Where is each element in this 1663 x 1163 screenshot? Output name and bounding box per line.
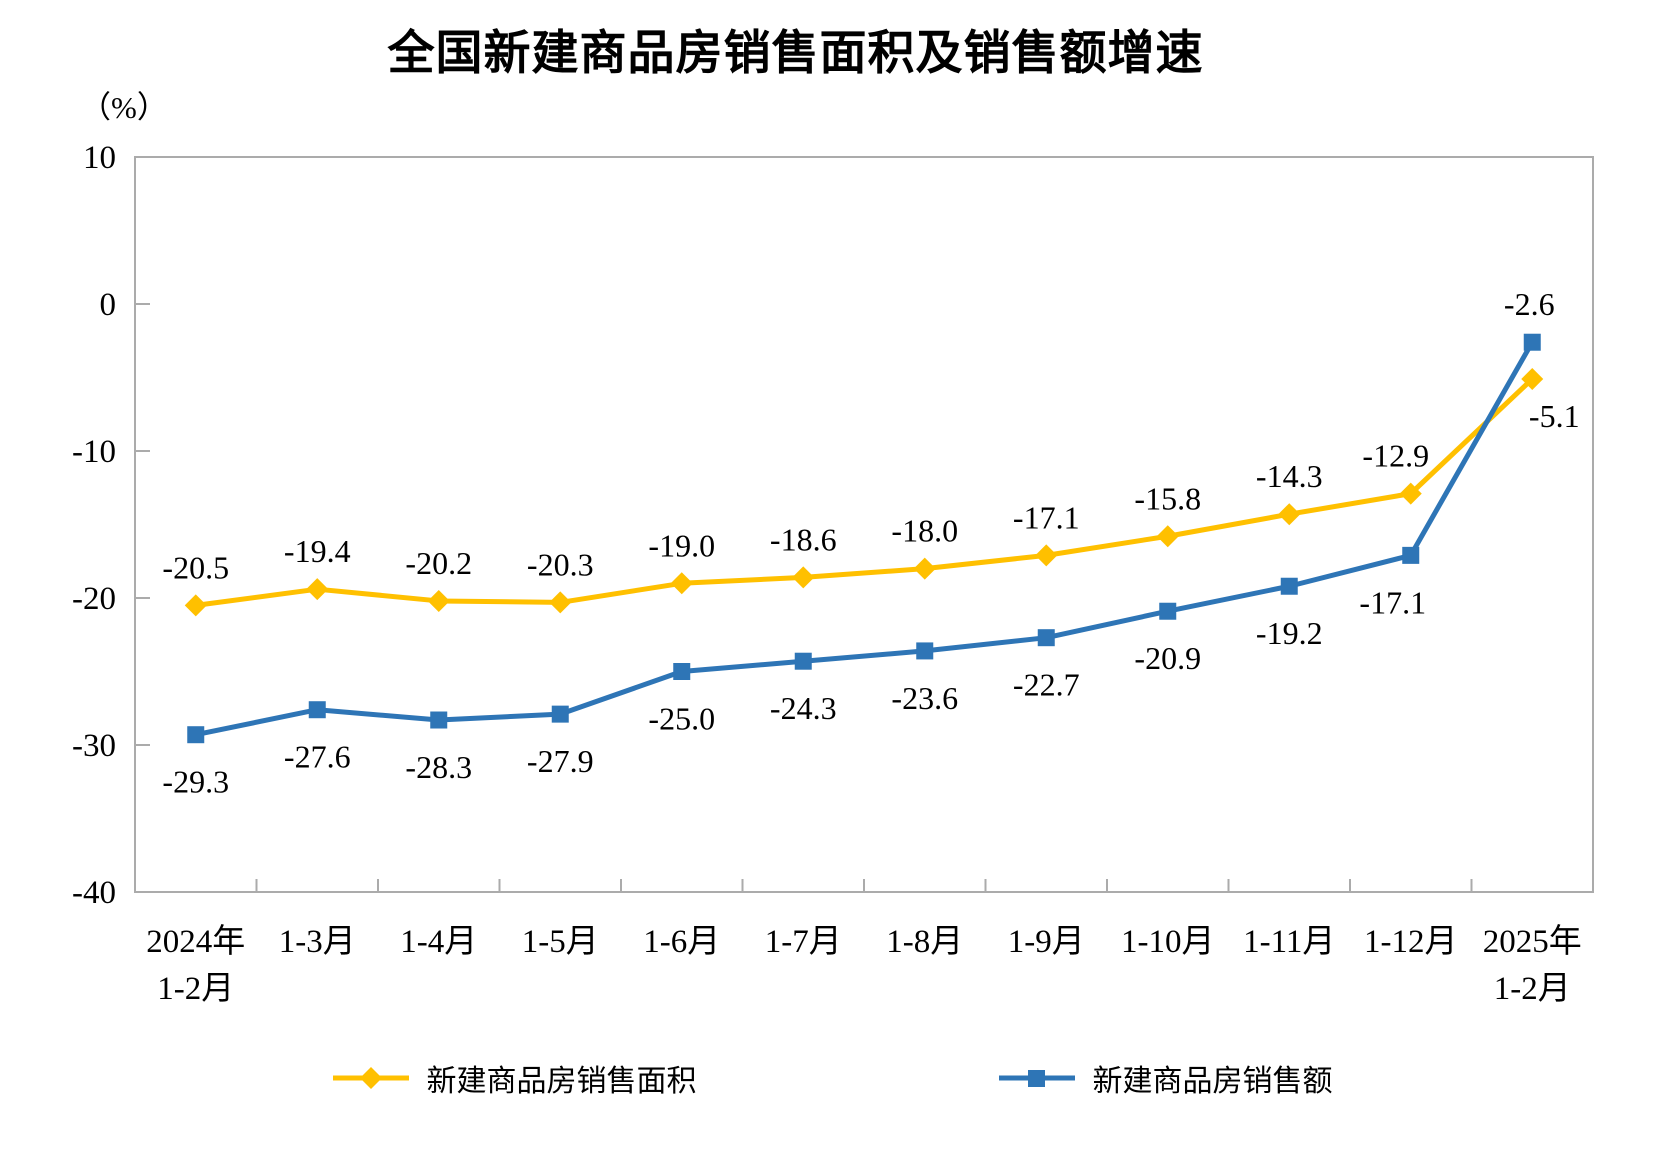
x-axis-label-line2: 1-2月 — [157, 971, 234, 1007]
data-label: -5.1 — [1529, 398, 1580, 434]
legend-label-sales-amount: 新建商品房销售额 — [1092, 1065, 1333, 1098]
data-label: -14.3 — [1256, 458, 1323, 494]
data-point-marker — [1159, 602, 1177, 620]
data-point-marker — [1523, 333, 1541, 351]
data-point-marker — [1278, 503, 1301, 526]
x-axis-label: 2024年 — [146, 923, 245, 960]
data-label: -12.9 — [1362, 438, 1429, 474]
data-point-marker — [308, 701, 326, 719]
data-label: -2.6 — [1504, 286, 1555, 322]
data-point-marker — [1280, 577, 1298, 595]
data-label: -19.0 — [648, 527, 715, 563]
data-point-marker — [1399, 482, 1422, 505]
x-axis-label: 1-10月 — [1121, 924, 1215, 960]
data-point-marker — [794, 652, 812, 670]
data-label: -19.4 — [284, 533, 351, 569]
sales-amount-legend-icon — [998, 1070, 1075, 1087]
data-label: -19.2 — [1256, 615, 1323, 651]
data-point-marker — [913, 557, 936, 580]
y-axis-tick-label: 10 — [83, 140, 116, 176]
data-label: -27.9 — [527, 743, 594, 779]
data-label: -23.6 — [891, 680, 958, 716]
legend-item-sales-amount: 新建商品房销售额 — [997, 1056, 1333, 1100]
data-point-marker — [187, 726, 205, 744]
data-point-marker — [430, 711, 448, 729]
data-point-marker — [1035, 544, 1058, 567]
data-label: -18.6 — [770, 521, 837, 557]
x-axis-label: 1-7月 — [765, 924, 842, 960]
data-point-marker — [1402, 546, 1420, 564]
series-line-0 — [193, 376, 1535, 608]
data-point-marker — [673, 663, 691, 680]
data-label: -18.0 — [891, 513, 958, 549]
y-axis-tick-label: -20 — [72, 581, 116, 617]
chart-title: 全国新建商品房销售面积及销售额增速 — [387, 26, 1204, 79]
data-label: -15.8 — [1134, 480, 1201, 516]
data-point-marker — [1156, 525, 1179, 548]
legend: 新建商品房销售面积 新建商品房销售额 — [0, 1056, 1663, 1100]
data-point-marker — [916, 642, 934, 660]
data-point-marker — [1037, 629, 1055, 647]
data-point-marker — [1521, 367, 1544, 390]
data-label: -20.3 — [527, 546, 594, 582]
x-axis-label: 1-12月 — [1364, 924, 1458, 960]
y-axis-tick-label: -40 — [72, 875, 116, 911]
data-label: -20.9 — [1134, 640, 1201, 676]
data-label: -17.1 — [1013, 499, 1080, 535]
data-point-marker — [551, 705, 569, 723]
x-axis-label: 1-4月 — [400, 924, 477, 960]
data-point-marker — [306, 578, 329, 601]
data-point-marker — [184, 594, 207, 617]
x-axis-label-line2: 1-2月 — [1494, 971, 1571, 1007]
data-label: -25.0 — [648, 701, 715, 737]
legend-item-sales-area: 新建商品房销售面积 — [331, 1056, 697, 1100]
data-point-marker — [670, 572, 693, 595]
data-label: -20.2 — [405, 545, 472, 581]
data-label: -22.7 — [1013, 667, 1080, 703]
x-axis-label: 1-9月 — [1008, 924, 1085, 960]
legend-label-sales-area: 新建商品房销售面积 — [426, 1065, 697, 1098]
y-axis-tick-label: -30 — [72, 728, 116, 764]
x-axis-label: 1-8月 — [886, 924, 963, 960]
data-label: -28.3 — [405, 749, 472, 785]
x-axis-label: 1-5月 — [522, 924, 599, 960]
plot-border — [134, 156, 1594, 893]
data-label: -17.1 — [1359, 584, 1426, 620]
data-label: -27.6 — [284, 739, 351, 775]
x-axis-label: 1-11月 — [1243, 924, 1335, 960]
x-axis-label: 1-6月 — [643, 924, 720, 960]
data-label: -24.3 — [770, 690, 837, 726]
x-axis-label: 1-3月 — [279, 924, 356, 960]
data-point-marker — [427, 589, 450, 612]
series-line-1 — [193, 339, 1535, 738]
data-point-marker — [549, 591, 572, 614]
data-label: -20.5 — [162, 549, 229, 585]
y-axis-tick-label: 0 — [100, 287, 117, 323]
data-point-marker — [792, 566, 815, 589]
data-label: -29.3 — [162, 764, 229, 800]
sales-area-legend-icon — [332, 1067, 409, 1089]
y-axis-tick-label: -10 — [72, 434, 116, 470]
x-axis-label: 2025年 — [1483, 923, 1582, 960]
y-axis-unit-label: （%） — [80, 90, 168, 125]
